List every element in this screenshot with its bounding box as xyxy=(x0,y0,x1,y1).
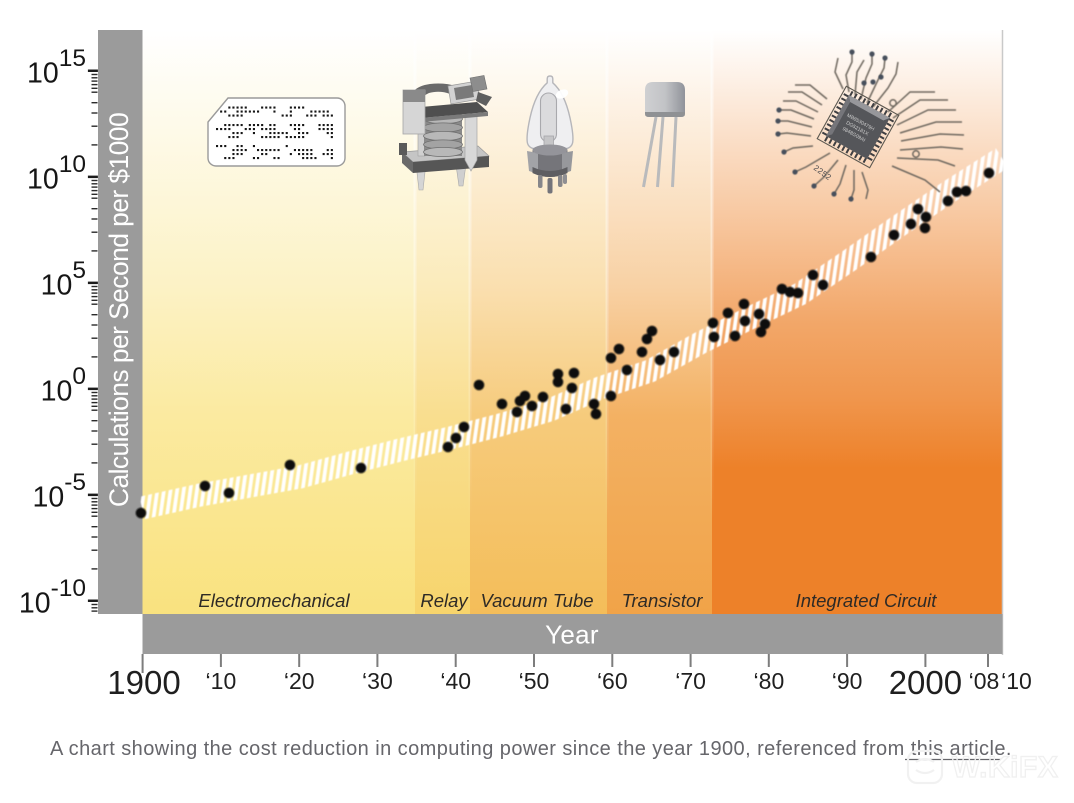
svg-text:Vacuum Tube: Vacuum Tube xyxy=(480,590,593,611)
svg-text:‘30: ‘30 xyxy=(362,668,393,694)
svg-text:‘50: ‘50 xyxy=(519,668,550,694)
svg-text:W.KiFX: W.KiFX xyxy=(952,751,1058,784)
svg-text:‘20: ‘20 xyxy=(284,668,315,694)
svg-text:A chart showing the cost reduc: A chart showing the cost reduction in co… xyxy=(50,738,1012,760)
svg-text:105: 105 xyxy=(41,257,86,301)
svg-text:‘10: ‘10 xyxy=(1001,668,1032,694)
svg-text:‘90: ‘90 xyxy=(832,668,863,694)
svg-text:Year: Year xyxy=(545,620,599,650)
svg-text:Transistor: Transistor xyxy=(622,590,704,611)
svg-text:‘08: ‘08 xyxy=(969,668,1000,694)
svg-text:‘40: ‘40 xyxy=(440,668,471,694)
svg-text:‘60: ‘60 xyxy=(597,668,628,694)
svg-text:‘70: ‘70 xyxy=(675,668,706,694)
svg-text:‘10: ‘10 xyxy=(206,668,237,694)
svg-text:‘80: ‘80 xyxy=(754,668,785,694)
svg-text:10-10: 10-10 xyxy=(19,575,86,619)
svg-text:1015: 1015 xyxy=(27,45,86,89)
svg-text:1010: 1010 xyxy=(27,151,86,195)
svg-text:Calculations per Second per $1: Calculations per Second per $1000 xyxy=(104,113,134,507)
svg-text:1900: 1900 xyxy=(107,664,180,701)
svg-text:Electromechanical: Electromechanical xyxy=(198,590,350,611)
svg-text:100: 100 xyxy=(41,363,86,407)
svg-text:Integrated Circuit: Integrated Circuit xyxy=(796,590,938,611)
svg-text:Relay: Relay xyxy=(420,590,469,611)
svg-text:10-5: 10-5 xyxy=(33,469,87,513)
svg-text:2000: 2000 xyxy=(889,664,962,701)
